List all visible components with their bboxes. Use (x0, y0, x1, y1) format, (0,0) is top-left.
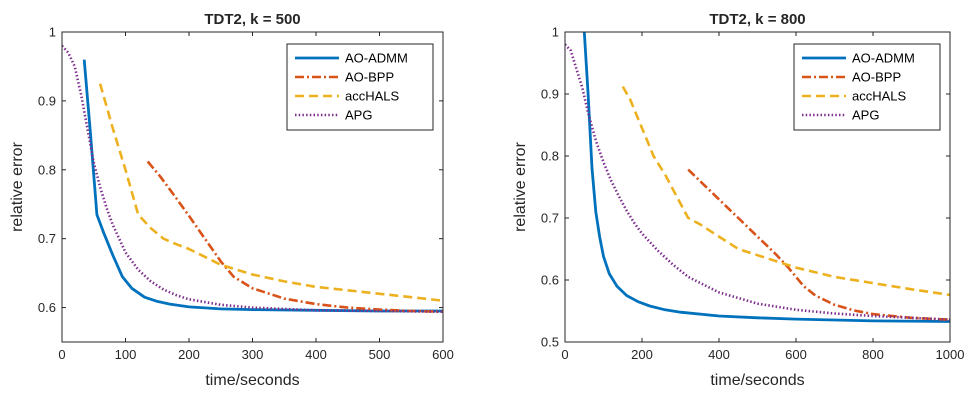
legend-label-ao-bpp: AO-BPP (852, 70, 901, 85)
y-tick-label: 1 (552, 25, 559, 40)
legend-label-apg: APG (345, 108, 372, 123)
axes-box (564, 31, 951, 343)
y-tick-label: 0.6 (38, 300, 56, 315)
y-tick-label: 0.8 (541, 149, 559, 164)
x-tick-label: 200 (631, 347, 653, 362)
y-axis-label: relative error (9, 141, 26, 231)
legend-label-ao-bpp: AO-BPP (345, 70, 394, 85)
legend: AO-ADMM AO-BPP accHALS APG (793, 43, 941, 131)
y-tick-label: 0.7 (541, 211, 559, 226)
legend-label-ao-admm: AO-ADMM (852, 51, 915, 66)
y-tick-label: 0.5 (541, 335, 559, 350)
x-tick-label: 300 (242, 347, 264, 362)
legend-label-acchals: accHALS (345, 89, 400, 104)
y-tick-label: 0.9 (541, 87, 559, 102)
series-line-acchals (621, 85, 950, 297)
x-tick-label: 400 (305, 347, 327, 362)
x-tick-label: 600 (785, 347, 807, 362)
chart-k800: 0 200 400 600 800 1000 0.5 0.6 0.7 0.8 0.9 1 TDT2, k… (512, 11, 964, 389)
series-line-apg (565, 43, 950, 321)
series-line-ao-bpp (146, 160, 443, 313)
y-tick-label: 0.8 (38, 162, 56, 177)
x-tick-label: 200 (178, 347, 200, 362)
series-line-ao-bpp (687, 168, 950, 321)
x-tick-label: 0 (561, 347, 568, 362)
x-tick-label: 0 (58, 347, 65, 362)
x-tick-label: 500 (369, 347, 391, 362)
legend-label-ao-admm: AO-ADMM (345, 51, 408, 66)
chart-title: TDT2, k = 500 (204, 11, 300, 28)
y-tick-label: 0.7 (38, 231, 56, 246)
series-line-ao-admm (82, 59, 443, 313)
series-line-ao-admm (582, 32, 950, 323)
y-tick-label: 0.6 (541, 273, 559, 288)
x-axis-label: time/seconds (205, 372, 299, 389)
series-line-acchals (98, 83, 443, 302)
legend: AO-ADMM AO-BPP accHALS APG (286, 43, 434, 131)
legend-label-apg: APG (852, 108, 879, 123)
chart-title: TDT2, k = 800 (709, 11, 805, 28)
x-tick-label: 600 (432, 347, 454, 362)
x-axis-label: time/seconds (710, 372, 804, 389)
x-tick-label: 1000 (936, 347, 965, 362)
x-tick-label: 800 (862, 347, 884, 362)
chart-k500: 0 100 200 300 400 500 600 0.6 0.7 0.8 0.9 1 TDT2, k … (9, 11, 454, 389)
y-axis-label: relative error (512, 141, 529, 231)
x-tick-label: 400 (708, 347, 730, 362)
legend-label-acchals: accHALS (852, 89, 907, 104)
y-tick-label: 0.9 (38, 93, 56, 108)
x-tick-label: 100 (115, 347, 137, 362)
y-tick-label: 1 (49, 25, 56, 40)
